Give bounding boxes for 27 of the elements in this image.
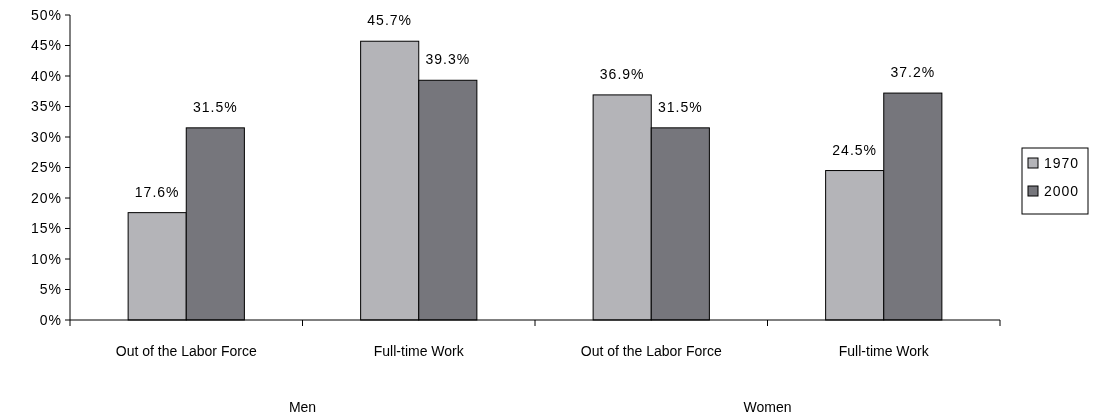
y-tick-label: 45% — [30, 37, 62, 54]
y-tick-label: 25% — [30, 159, 62, 176]
x-tick-label: Full-time Work — [838, 343, 930, 359]
y-tick-label: 15% — [30, 220, 62, 237]
x-tick-label: Out of the Labor Force — [580, 343, 722, 359]
y-tick-label: 0% — [39, 311, 62, 328]
data-label: 31.5% — [657, 98, 703, 115]
data-label: 31.5% — [192, 98, 238, 115]
text: Women — [743, 399, 792, 415]
data-label: 39.3% — [425, 51, 471, 68]
data-label: 36.9% — [599, 65, 645, 82]
x-tick-label: Out of the Labor Force — [115, 343, 257, 359]
data-label: 37.2% — [890, 64, 936, 81]
y-tick-label: 5% — [39, 281, 62, 298]
data-label: 24.5% — [832, 141, 878, 158]
legend-label: 2000 — [1044, 182, 1080, 199]
y-tick-label: 20% — [30, 189, 62, 206]
legend-label: 1970 — [1044, 154, 1080, 171]
data-label: 17.6% — [134, 183, 180, 200]
data-label: 45.7% — [367, 12, 413, 29]
x-tick-label: Full-time Work — [373, 343, 465, 359]
y-tick-label: 50% — [30, 6, 62, 23]
text: Men — [288, 399, 317, 415]
y-tick-label: 40% — [30, 67, 62, 84]
y-tick-label: 30% — [30, 128, 62, 145]
y-tick-label: 35% — [30, 98, 62, 115]
y-tick-label: 10% — [30, 250, 62, 267]
